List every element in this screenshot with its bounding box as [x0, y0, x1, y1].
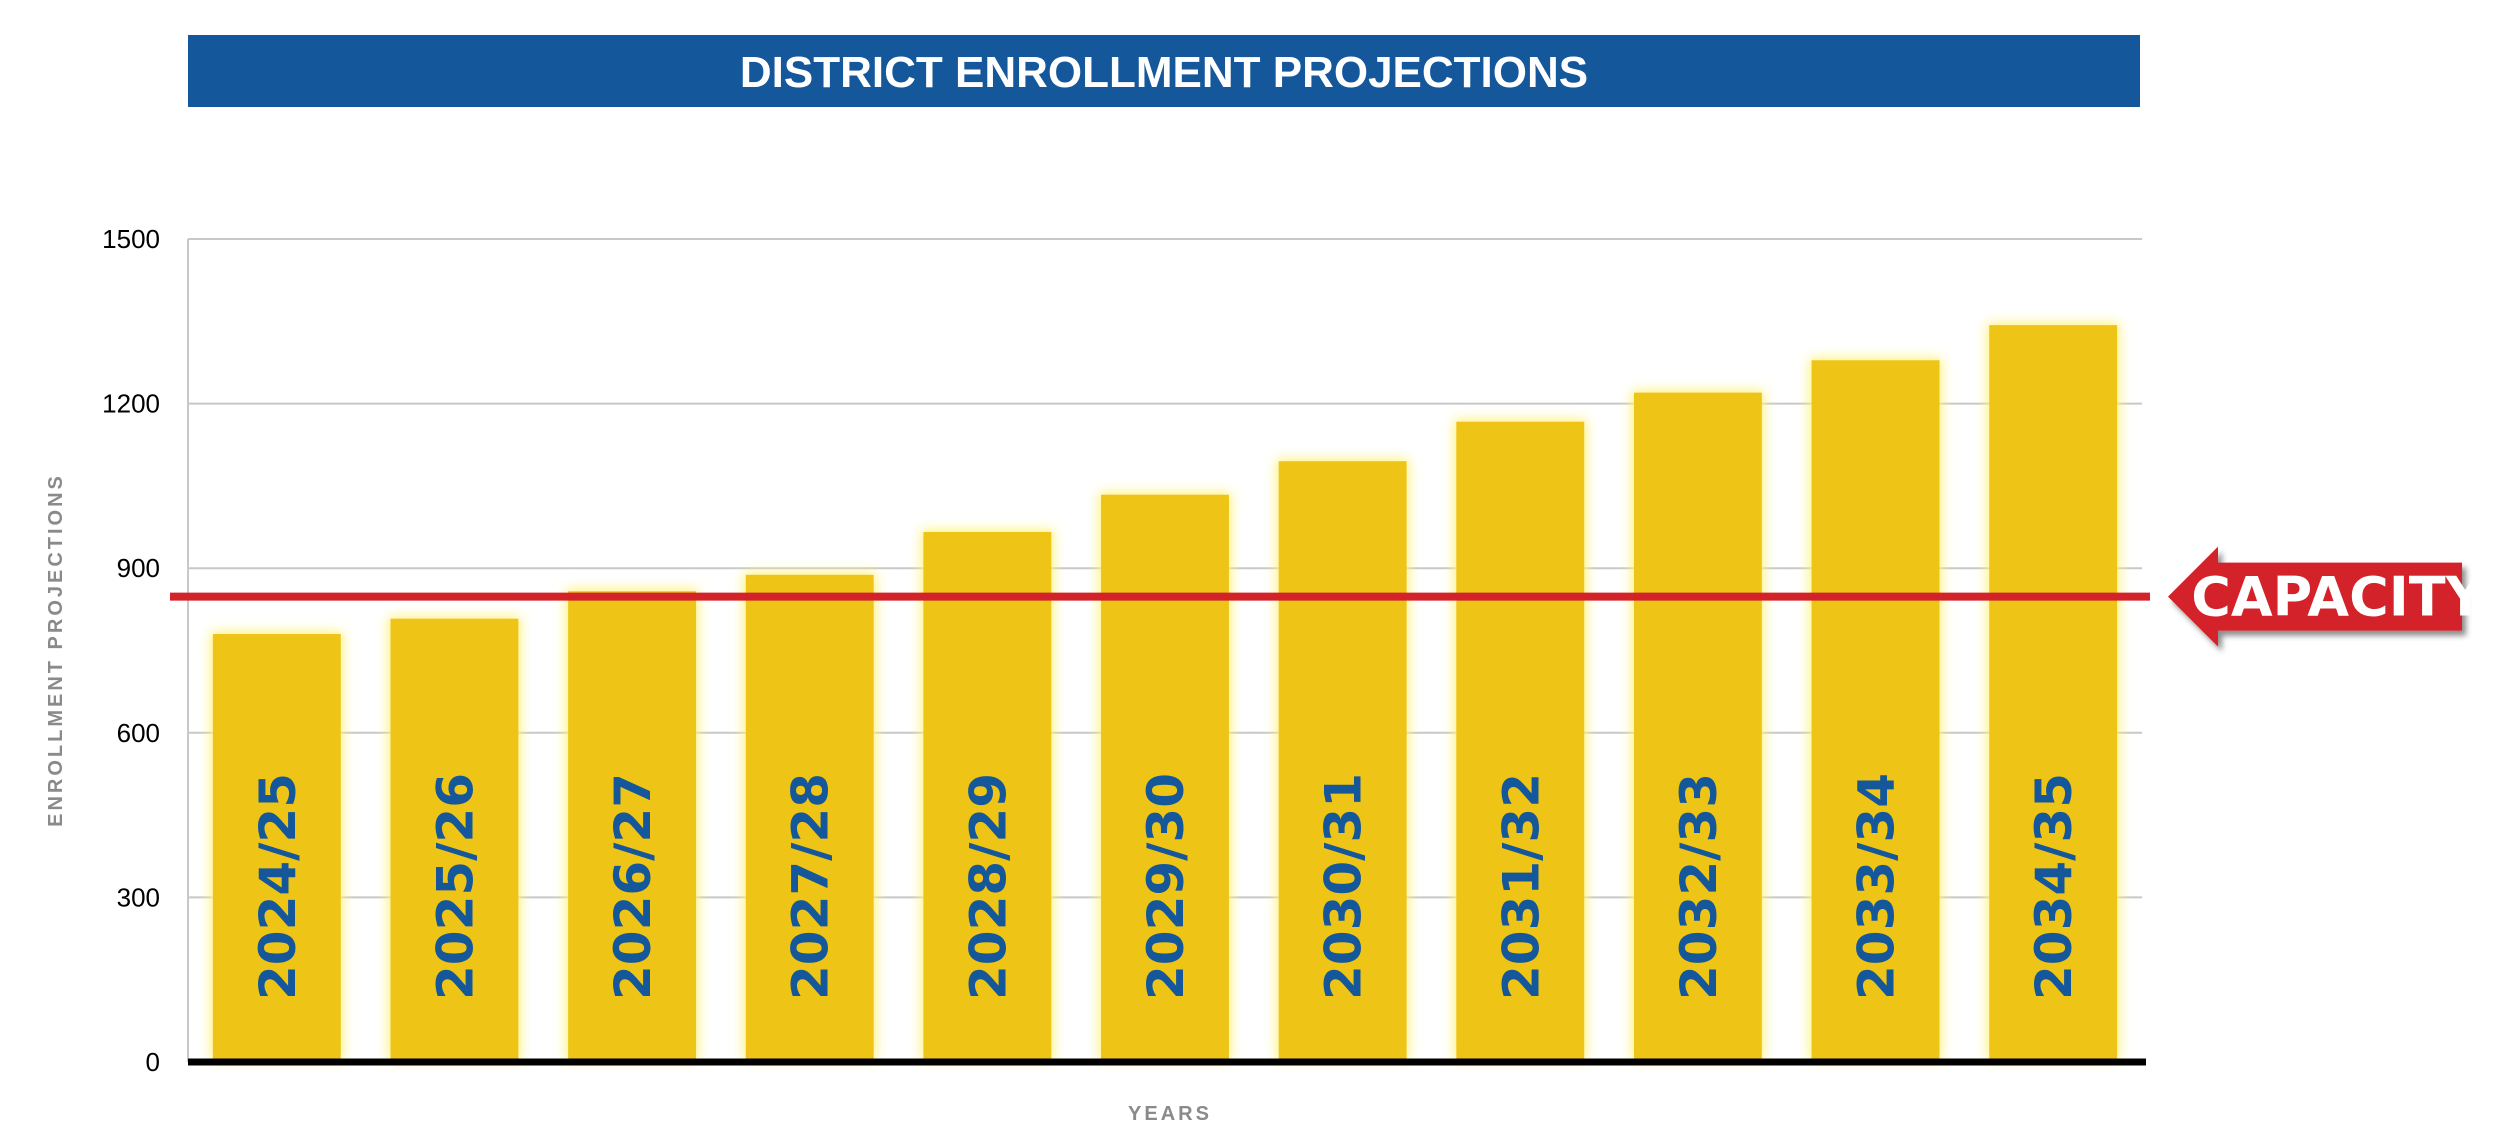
title-banner	[188, 35, 2140, 107]
bar-label: 2032/33	[1670, 773, 1728, 1000]
chart-title: DISTRICT ENROLLMENT PROJECTIONS	[740, 48, 1588, 97]
bar	[923, 531, 1052, 1062]
bar-label: 2030/31	[1315, 773, 1373, 1000]
bar-label: 2026/27	[604, 773, 662, 1000]
capacity-flag: CAPACITY	[2168, 546, 2486, 647]
x-axis-title: YEARS	[1128, 1103, 1212, 1125]
y-tick-label: 900	[117, 553, 160, 583]
y-tick-label: 0	[146, 1047, 160, 1077]
bar	[212, 634, 341, 1062]
bar	[1278, 461, 1407, 1063]
y-tick-label: 1200	[102, 389, 160, 419]
bar	[1456, 421, 1585, 1062]
bar-label: 2025/26	[426, 773, 484, 1000]
bar	[1989, 325, 2118, 1063]
bar-label: 2029/30	[1137, 773, 1195, 1000]
bar-label: 2034/35	[2025, 773, 2083, 1000]
y-axis-ticks: 0 300 600 900 1200 1500	[102, 224, 160, 1077]
y-axis-title: ENROLLMENT PROJECTIONS	[45, 473, 67, 827]
y-tick-label: 600	[117, 718, 160, 748]
capacity-arrow-icon	[2168, 546, 2462, 647]
bar-label: 2024/25	[249, 773, 307, 1000]
bar-labels: 2024/25 2025/26 2026/27 2027/28 2028/29 2029/…	[249, 773, 2083, 1000]
bar	[1633, 392, 1762, 1062]
bar	[1811, 360, 1940, 1062]
bar	[568, 591, 697, 1062]
bar	[390, 618, 519, 1062]
bar	[745, 574, 874, 1062]
bar-label: 2033/34	[1848, 773, 1906, 1000]
bar	[1101, 494, 1229, 1062]
y-tick-label: 1500	[102, 224, 160, 254]
capacity-label: CAPACITY	[2191, 566, 2485, 629]
bar-label: 2027/28	[782, 773, 840, 1000]
bar-label: 2028/29	[959, 773, 1017, 1000]
bars	[212, 325, 2118, 1063]
bar-label: 2031/32	[1492, 773, 1550, 1000]
y-tick-label: 300	[117, 882, 160, 912]
